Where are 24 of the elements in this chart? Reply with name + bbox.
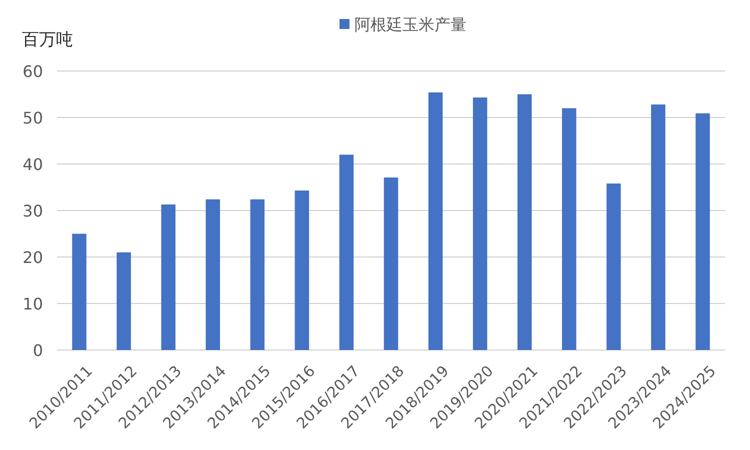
bar [562,108,576,350]
bar [206,199,220,350]
y-tick-label: 40 [22,155,43,174]
y-tick-label: 10 [22,294,43,314]
y-tick-label: 20 [22,248,43,267]
bar [384,177,398,350]
legend: 阿根廷玉米产量 [340,15,466,34]
y-tick-label: 30 [22,202,43,220]
bar [428,92,443,350]
bar [294,190,310,350]
bar [517,94,532,350]
bar [339,154,354,350]
y-tick-label: 50 [22,108,43,128]
y-tick-label: 0 [32,341,43,360]
y-tick-label: 60 [22,62,43,81]
bar [696,113,710,350]
bar [161,204,176,350]
bar [651,104,666,350]
bar [606,184,621,350]
bar [472,98,488,350]
bar [72,234,86,350]
y-axis-title: 百万吨 [22,30,73,50]
bar [116,252,131,350]
bar [250,199,265,350]
